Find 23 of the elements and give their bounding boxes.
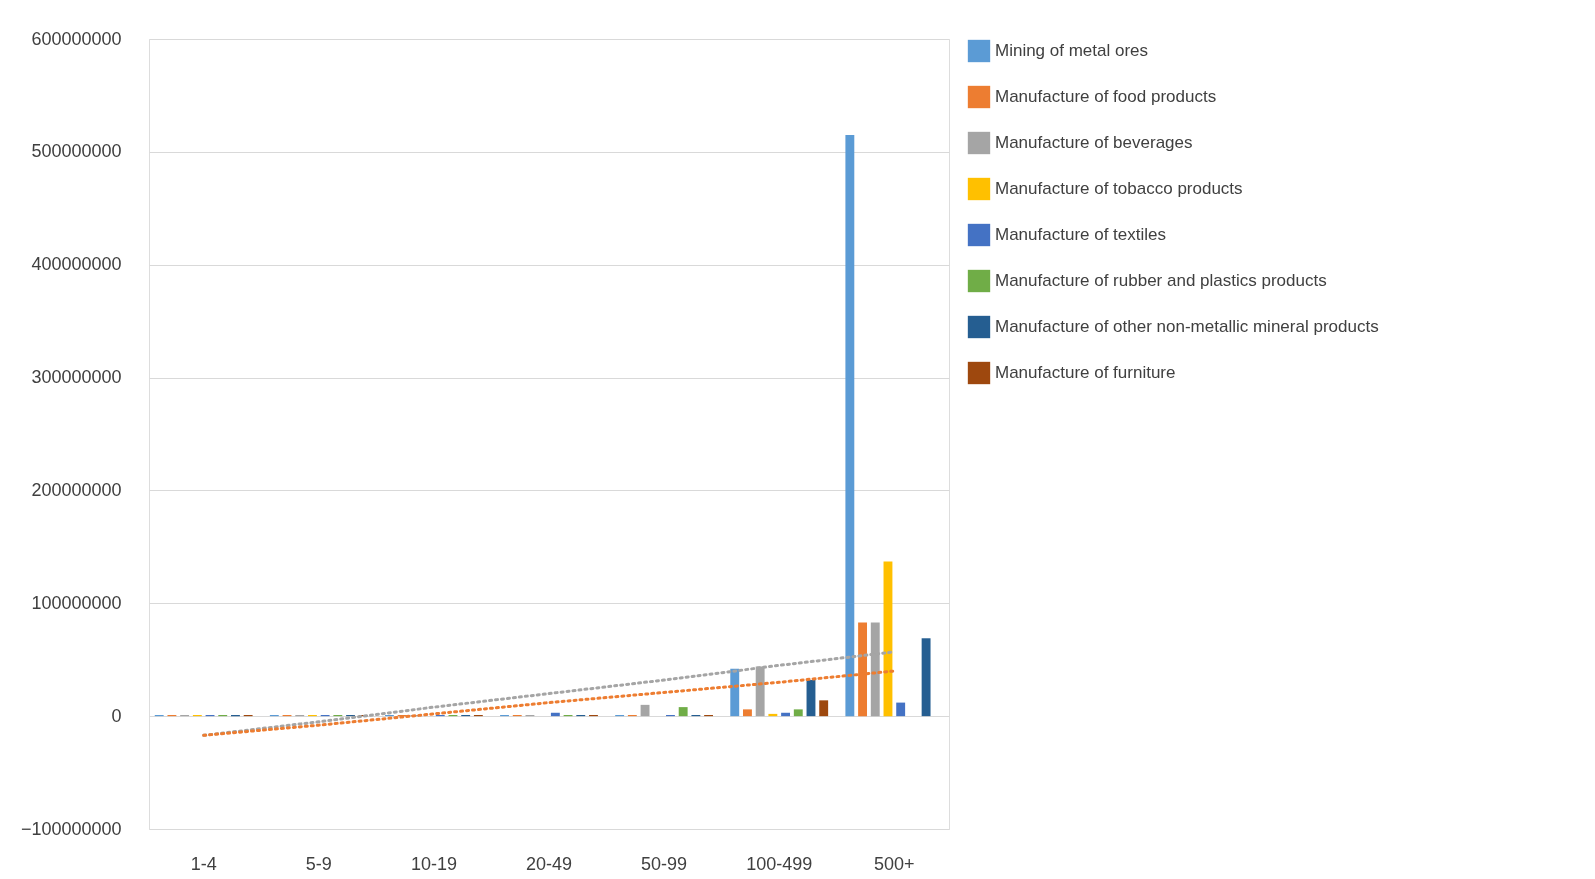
x-tick-label: 5-9 (305, 853, 332, 874)
y-tick-label: 0 (111, 705, 122, 726)
legend-label: Manufacture of food products (995, 87, 1217, 106)
y-tick-label: 500000000 (31, 141, 122, 162)
y-tick-label: 600000000 (31, 28, 122, 49)
y-tick-label: −100000000 (20, 818, 122, 839)
y-tick-label: 300000000 (31, 367, 122, 388)
x-tick-label: 1-4 (190, 853, 217, 874)
legend-label: Manufacture of rubber and plastics products (995, 271, 1327, 290)
y-tick-label: 200000000 (31, 479, 122, 500)
legend-label: Manufacture of other non-metallic mineral products (995, 317, 1379, 336)
legend-label: Manufacture of beverages (995, 133, 1193, 152)
x-tick-label: 500+ (874, 853, 915, 874)
y-tick-label: 100000000 (31, 592, 122, 613)
legend-label: Manufacture of tobacco products (995, 179, 1243, 198)
x-tick-label: 50-99 (641, 853, 688, 874)
x-tick-label: 100-499 (746, 853, 813, 874)
y-tick-label: 400000000 (31, 254, 122, 275)
legend-label: Mining of metal ores (995, 41, 1149, 60)
x-tick-label: 10-19 (410, 853, 457, 874)
legend-label: Manufacture of furniture (995, 363, 1176, 382)
legend-label: Manufacture of textiles (995, 225, 1167, 244)
x-tick-label: 20-49 (525, 853, 573, 874)
